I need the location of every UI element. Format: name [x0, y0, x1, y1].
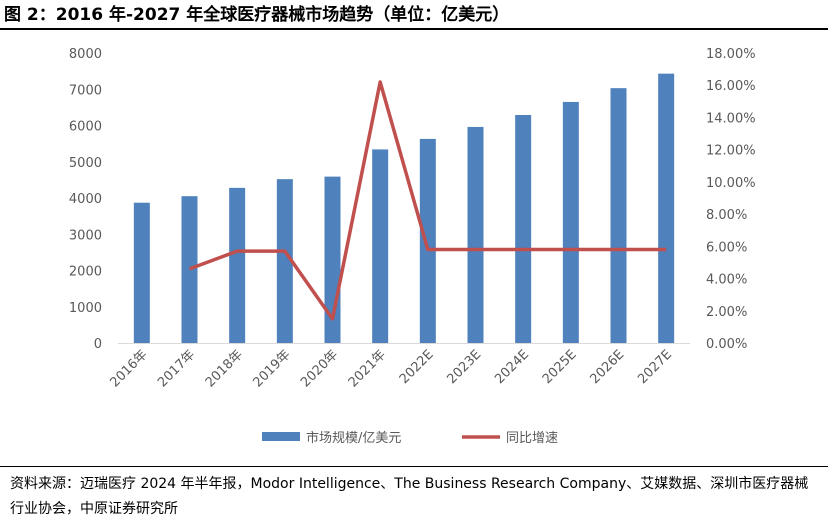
y-left-tick-label: 2000 — [69, 265, 102, 280]
x-tick-label: 2023E — [445, 347, 485, 387]
source-note: 资料来源：迈瑞医疗 2024 年半年报，Modor Intelligence、T… — [10, 476, 809, 517]
y-right-tick-label: 12.00% — [706, 144, 756, 159]
y-right-tick-label: 8.00% — [706, 208, 747, 223]
bar-2027E — [658, 73, 675, 343]
x-tick-label: 2018年 — [203, 347, 246, 390]
y-right-tick-label: 10.00% — [706, 176, 756, 191]
y-left-tick-label: 8000 — [69, 47, 102, 62]
y-left-tick-label: 5000 — [69, 156, 102, 171]
bar-2026E — [610, 88, 627, 343]
x-tick-label: 2019年 — [250, 347, 293, 390]
x-tick-label: 2026E — [588, 347, 628, 387]
x-tick-label: 2022E — [397, 347, 437, 387]
bar-2019年 — [276, 179, 293, 343]
x-tick-label: 2024E — [492, 347, 532, 387]
bar-2023E — [467, 126, 484, 343]
title-divider — [0, 28, 828, 30]
x-tick-label: 2021年 — [346, 347, 389, 390]
legend-bar-swatch — [262, 432, 300, 441]
source-divider — [0, 466, 828, 467]
y-right-tick-label: 2.00% — [706, 305, 747, 320]
y-right-tick-label: 14.00% — [706, 111, 756, 126]
legend-bar-label: 市场规模/亿美元 — [306, 430, 401, 446]
y-left-tick-label: 7000 — [69, 83, 102, 98]
y-right-tick-label: 0.00% — [706, 337, 747, 352]
y-left-tick-label: 0 — [94, 337, 102, 352]
y-right-tick-label: 18.00% — [706, 47, 756, 62]
y-right-tick-label: 4.00% — [706, 273, 747, 288]
y-left-tick-label: 3000 — [69, 228, 102, 243]
bar-2024E — [515, 114, 532, 343]
y-right-tick-label: 6.00% — [706, 240, 747, 255]
bar-2017年 — [181, 196, 198, 343]
y-left-tick-label: 4000 — [69, 192, 102, 207]
x-tick-label: 2025E — [540, 347, 580, 387]
x-tick-label: 2016年 — [107, 347, 150, 390]
figure-title: 图 2：2016 年-2027 年全球医疗器械市场趋势（单位：亿美元） — [4, 5, 510, 25]
bar-2018年 — [229, 187, 246, 343]
bar-2016年 — [133, 202, 150, 343]
bar-2022E — [419, 138, 436, 343]
x-tick-label: 2020年 — [298, 347, 341, 390]
x-tick-label: 2027E — [635, 347, 675, 387]
legend-line-label: 同比增速 — [506, 431, 558, 446]
bar-line-chart: 0 1000 2000 3000 4000 5000 6000 7000 8000 0.00% 2.… — [69, 47, 756, 446]
y-left-tick-label: 1000 — [69, 301, 102, 316]
y-right-tick-label: 16.00% — [706, 79, 756, 94]
x-tick-label: 2017年 — [155, 347, 198, 390]
y-left-tick-label: 6000 — [69, 120, 102, 135]
bar-2021年 — [372, 149, 389, 343]
bar-2025E — [562, 101, 579, 343]
